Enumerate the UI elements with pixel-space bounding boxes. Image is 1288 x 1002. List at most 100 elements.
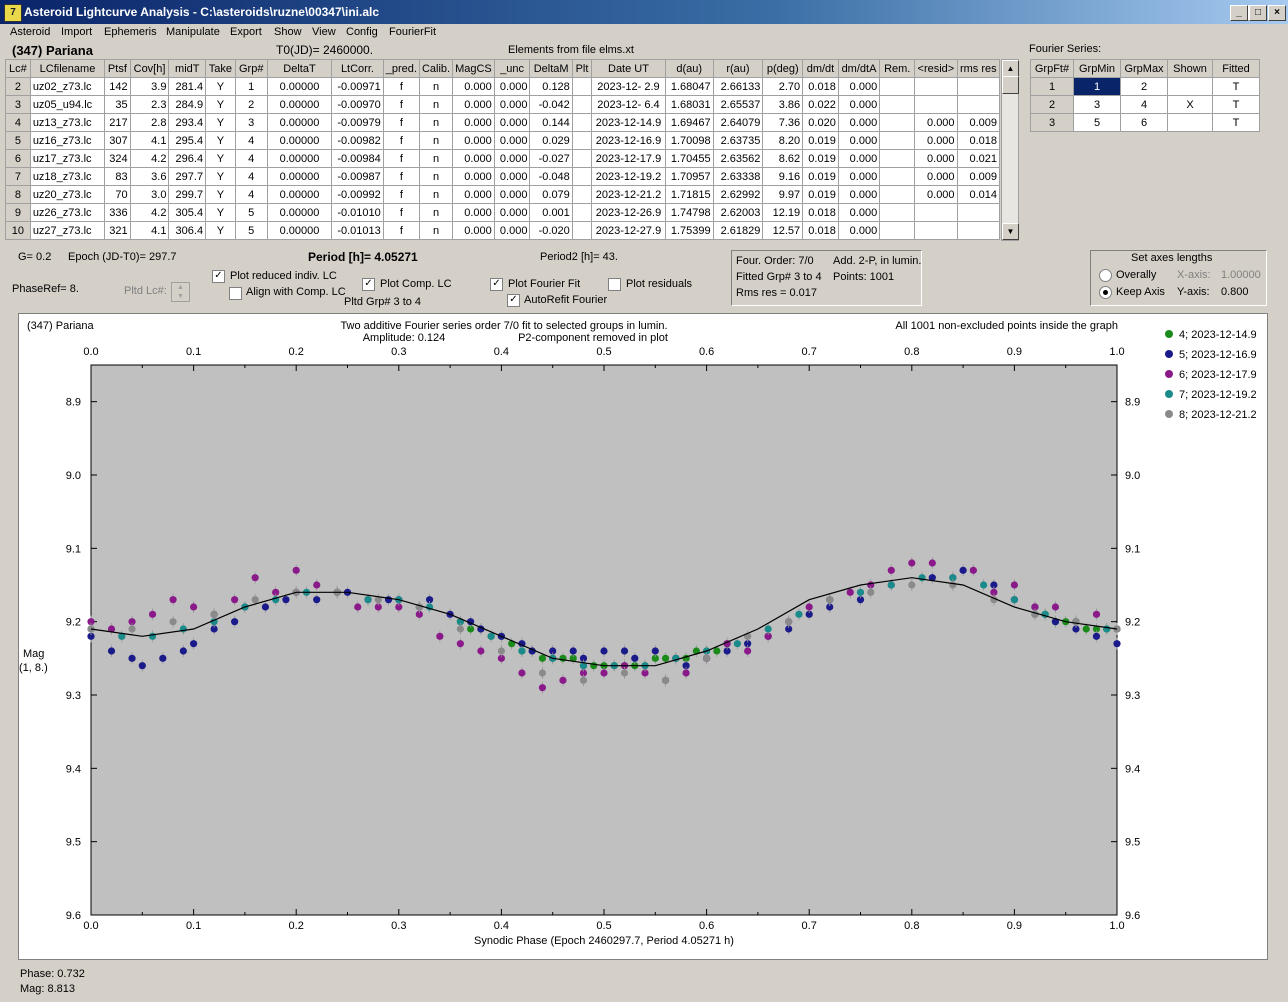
minimize-button-2[interactable]: _ <box>1230 5 1248 21</box>
lc-cell[interactable]: 0.000 <box>914 113 958 132</box>
lc-cell[interactable]: 5 <box>234 221 268 240</box>
lc-table-row[interactable]: 9 uz26_z73.lc 336 4.2 305.4 Y 5 0.00000 -0.01010… <box>5 203 1001 222</box>
lc-cell[interactable]: 1.70455 <box>664 149 714 168</box>
lc-cell[interactable]: 0.00000 <box>266 167 333 186</box>
lc-cell[interactable]: n <box>418 185 454 204</box>
lc-table-row[interactable]: 10 uz27_z73.lc 321 4.1 306.4 Y 5 0.00000 -0.0101… <box>5 221 1001 240</box>
lc-cell[interactable]: Y <box>205 185 236 204</box>
lc-cell[interactable]: 4.2 <box>129 203 170 222</box>
lc-cell[interactable]: uz16_z73.lc <box>29 131 106 150</box>
lc-cell[interactable]: 2.62003 <box>712 203 764 222</box>
lc-cell[interactable]: f <box>382 131 420 150</box>
lc-col-header[interactable]: Grp# <box>234 59 268 78</box>
lc-cell[interactable]: 306.4 <box>168 221 207 240</box>
lc-row-header[interactable]: 4 <box>5 113 31 132</box>
lc-cell[interactable]: 4 <box>234 167 268 186</box>
lc-cell[interactable] <box>956 221 1001 240</box>
lc-col-header[interactable]: Date UT <box>591 59 666 78</box>
lc-cell[interactable]: 0.079 <box>529 185 573 204</box>
lc-cell[interactable]: n <box>418 77 454 96</box>
lc-cell[interactable] <box>571 95 593 114</box>
lc-cell[interactable]: -0.00979 <box>331 113 384 132</box>
lc-cell[interactable] <box>571 113 593 132</box>
lc-cell[interactable]: 0.000 <box>837 95 881 114</box>
fourier-cell[interactable]: 4 <box>1120 95 1168 114</box>
lc-cell[interactable] <box>571 167 593 186</box>
lc-col-header[interactable]: LCfilename <box>29 59 106 78</box>
plot-fourier-checkbox[interactable]: ✓ <box>490 278 503 291</box>
lc-col-header[interactable]: Calib. <box>418 59 454 78</box>
lc-cell[interactable]: 1.68047 <box>664 77 714 96</box>
lc-row-header[interactable]: 2 <box>5 77 31 96</box>
lc-cell[interactable]: 70 <box>104 185 131 204</box>
lc-cell[interactable]: 2.70 <box>762 77 804 96</box>
lc-row-header[interactable]: 8 <box>5 185 31 204</box>
lc-cell[interactable] <box>914 95 958 114</box>
lc-cell[interactable] <box>914 203 958 222</box>
lc-cell[interactable]: f <box>382 95 420 114</box>
plot-svg[interactable]: 0.0 0.0 0.1 0.1 0.2 0.2 0.3 0.3 0.4 0.4 0.5 0.5 0.6 0… <box>19 314 1267 959</box>
lc-cell[interactable]: 0.000 <box>914 131 958 150</box>
lc-cell[interactable]: n <box>418 221 454 240</box>
lc-cell[interactable]: 0.000 <box>837 131 881 150</box>
lc-cell[interactable]: Y <box>205 221 236 240</box>
lc-cell[interactable]: 336 <box>104 203 131 222</box>
lc-row-header[interactable]: 6 <box>5 149 31 168</box>
lc-row-header[interactable]: 7 <box>5 167 31 186</box>
lc-col-header[interactable]: midT <box>168 59 207 78</box>
lc-cell[interactable]: 1.74798 <box>664 203 714 222</box>
lc-cell[interactable] <box>879 203 916 222</box>
fourier-cell[interactable]: T <box>1212 95 1260 114</box>
lc-cell[interactable]: 0.000 <box>452 149 495 168</box>
table-scrollbar[interactable]: ▲ ▼ <box>1001 59 1019 241</box>
lc-cell[interactable]: Y <box>205 131 236 150</box>
lc-cell[interactable]: 7.36 <box>762 113 804 132</box>
lc-cell[interactable]: Y <box>205 149 236 168</box>
lc-cell[interactable]: 8.20 <box>762 131 804 150</box>
lc-cell[interactable]: 307 <box>104 131 131 150</box>
fourier-col-header[interactable]: GrpFt# <box>1030 59 1074 78</box>
period2-value[interactable]: Period2 [h]= 43. <box>540 251 618 263</box>
lc-col-header[interactable]: Take <box>205 59 236 78</box>
lc-cell[interactable]: 5 <box>234 203 268 222</box>
lc-cell[interactable]: uz18_z73.lc <box>29 167 106 186</box>
fourier-cell[interactable]: 3 <box>1073 95 1121 114</box>
lc-cell[interactable]: 4 <box>234 131 268 150</box>
fourier-cell[interactable] <box>1167 77 1213 96</box>
fourier-col-header[interactable]: Fitted <box>1212 59 1260 78</box>
lc-cell[interactable]: 2023-12-14.9 <box>591 113 666 132</box>
lc-cell[interactable]: 0.000 <box>452 77 495 96</box>
lc-cell[interactable] <box>956 203 1001 222</box>
lc-cell[interactable]: 0.021 <box>956 149 1001 168</box>
lc-cell[interactable]: 0.144 <box>529 113 573 132</box>
menu-import[interactable]: Import <box>61 26 93 38</box>
lc-cell[interactable]: 0.020 <box>802 113 839 132</box>
lc-cell[interactable]: 0.018 <box>802 221 839 240</box>
lc-cell[interactable]: 0.000 <box>493 77 531 96</box>
lc-cell[interactable]: uz05_u94.lc <box>29 95 106 114</box>
lc-cell[interactable]: 324 <box>104 149 131 168</box>
lc-cell[interactable]: 0.128 <box>529 77 573 96</box>
lc-table-row[interactable]: 7 uz18_z73.lc 83 3.6 297.7 Y 4 0.00000 -0.00987 f… <box>5 167 1001 186</box>
lc-cell[interactable]: 2023-12- 6.4 <box>591 95 666 114</box>
lc-cell[interactable]: 0.019 <box>802 131 839 150</box>
lc-col-header[interactable]: Ptsf <box>104 59 131 78</box>
lc-cell[interactable]: 0.000 <box>837 203 881 222</box>
lc-cell[interactable]: 4.1 <box>129 131 170 150</box>
lc-col-header[interactable]: MagCS <box>452 59 495 78</box>
yaxis-value[interactable]: 0.800 <box>1221 286 1249 298</box>
lc-cell[interactable]: 1.71815 <box>664 185 714 204</box>
lc-cell[interactable]: 0.000 <box>837 113 881 132</box>
lc-cell[interactable]: 2.66133 <box>712 77 764 96</box>
menu-view[interactable]: View <box>312 26 336 38</box>
lc-cell[interactable]: 0.00000 <box>266 185 333 204</box>
lc-cell[interactable]: 1.68031 <box>664 95 714 114</box>
lc-cell[interactable]: 293.4 <box>168 113 207 132</box>
lc-cell[interactable]: 0.000 <box>452 203 495 222</box>
lc-cell[interactable]: 2 <box>234 95 268 114</box>
lc-cell[interactable]: 0.000 <box>452 185 495 204</box>
lc-cell[interactable]: 0.000 <box>837 149 881 168</box>
lc-table-row[interactable]: 8 uz20_z73.lc 70 3.0 299.7 Y 4 0.00000 -0.00992 f… <box>5 185 1001 204</box>
lc-cell[interactable]: 2023-12-21.2 <box>591 185 666 204</box>
